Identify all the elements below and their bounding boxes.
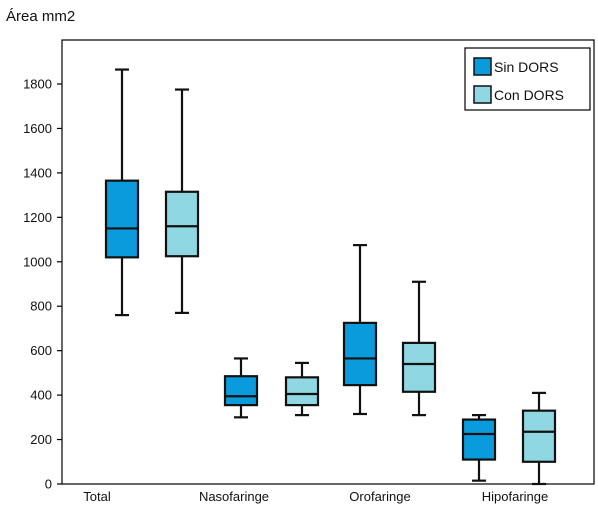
box-iqr	[461, 418, 497, 461]
box-sin-dors	[104, 68, 140, 317]
y-tick-label: 600	[30, 343, 52, 358]
box-con-dors	[284, 361, 320, 417]
legend-swatch	[473, 57, 492, 76]
x-category-label: Orofaringe	[349, 489, 410, 504]
y-tick-label: 200	[30, 432, 52, 447]
box-iqr	[104, 179, 140, 259]
box-sin-dors	[461, 414, 497, 482]
box-con-dors	[164, 88, 200, 314]
legend-label: Sin DORS	[494, 59, 559, 75]
legend-label: Con DORS	[494, 87, 564, 103]
x-category-label: Total	[83, 489, 111, 504]
box-iqr	[223, 375, 259, 407]
y-axis-title: Área mm2	[6, 8, 76, 25]
y-tick-label: 1400	[23, 165, 52, 180]
x-category-label: Hipofaringe	[482, 489, 549, 504]
box-sin-dors	[223, 357, 259, 419]
box-iqr	[342, 321, 378, 387]
box-con-dors	[401, 280, 437, 417]
y-tick-label: 1800	[23, 77, 52, 92]
box-iqr	[401, 341, 437, 393]
y-tick-label: 1000	[23, 254, 52, 269]
box-iqr	[164, 190, 200, 258]
y-tick-label: 1200	[23, 210, 52, 225]
y-tick-label: 800	[30, 299, 52, 314]
box-con-dors	[521, 391, 557, 486]
y-tick-label: 400	[30, 388, 52, 403]
y-tick-label: 0	[45, 477, 52, 492]
box-sin-dors	[342, 244, 378, 416]
box-iqr	[521, 409, 557, 463]
legend-swatch	[473, 85, 492, 104]
box-iqr	[284, 376, 320, 407]
y-tick-label: 1600	[23, 121, 52, 136]
x-category-label: Nasofaringe	[199, 489, 269, 504]
